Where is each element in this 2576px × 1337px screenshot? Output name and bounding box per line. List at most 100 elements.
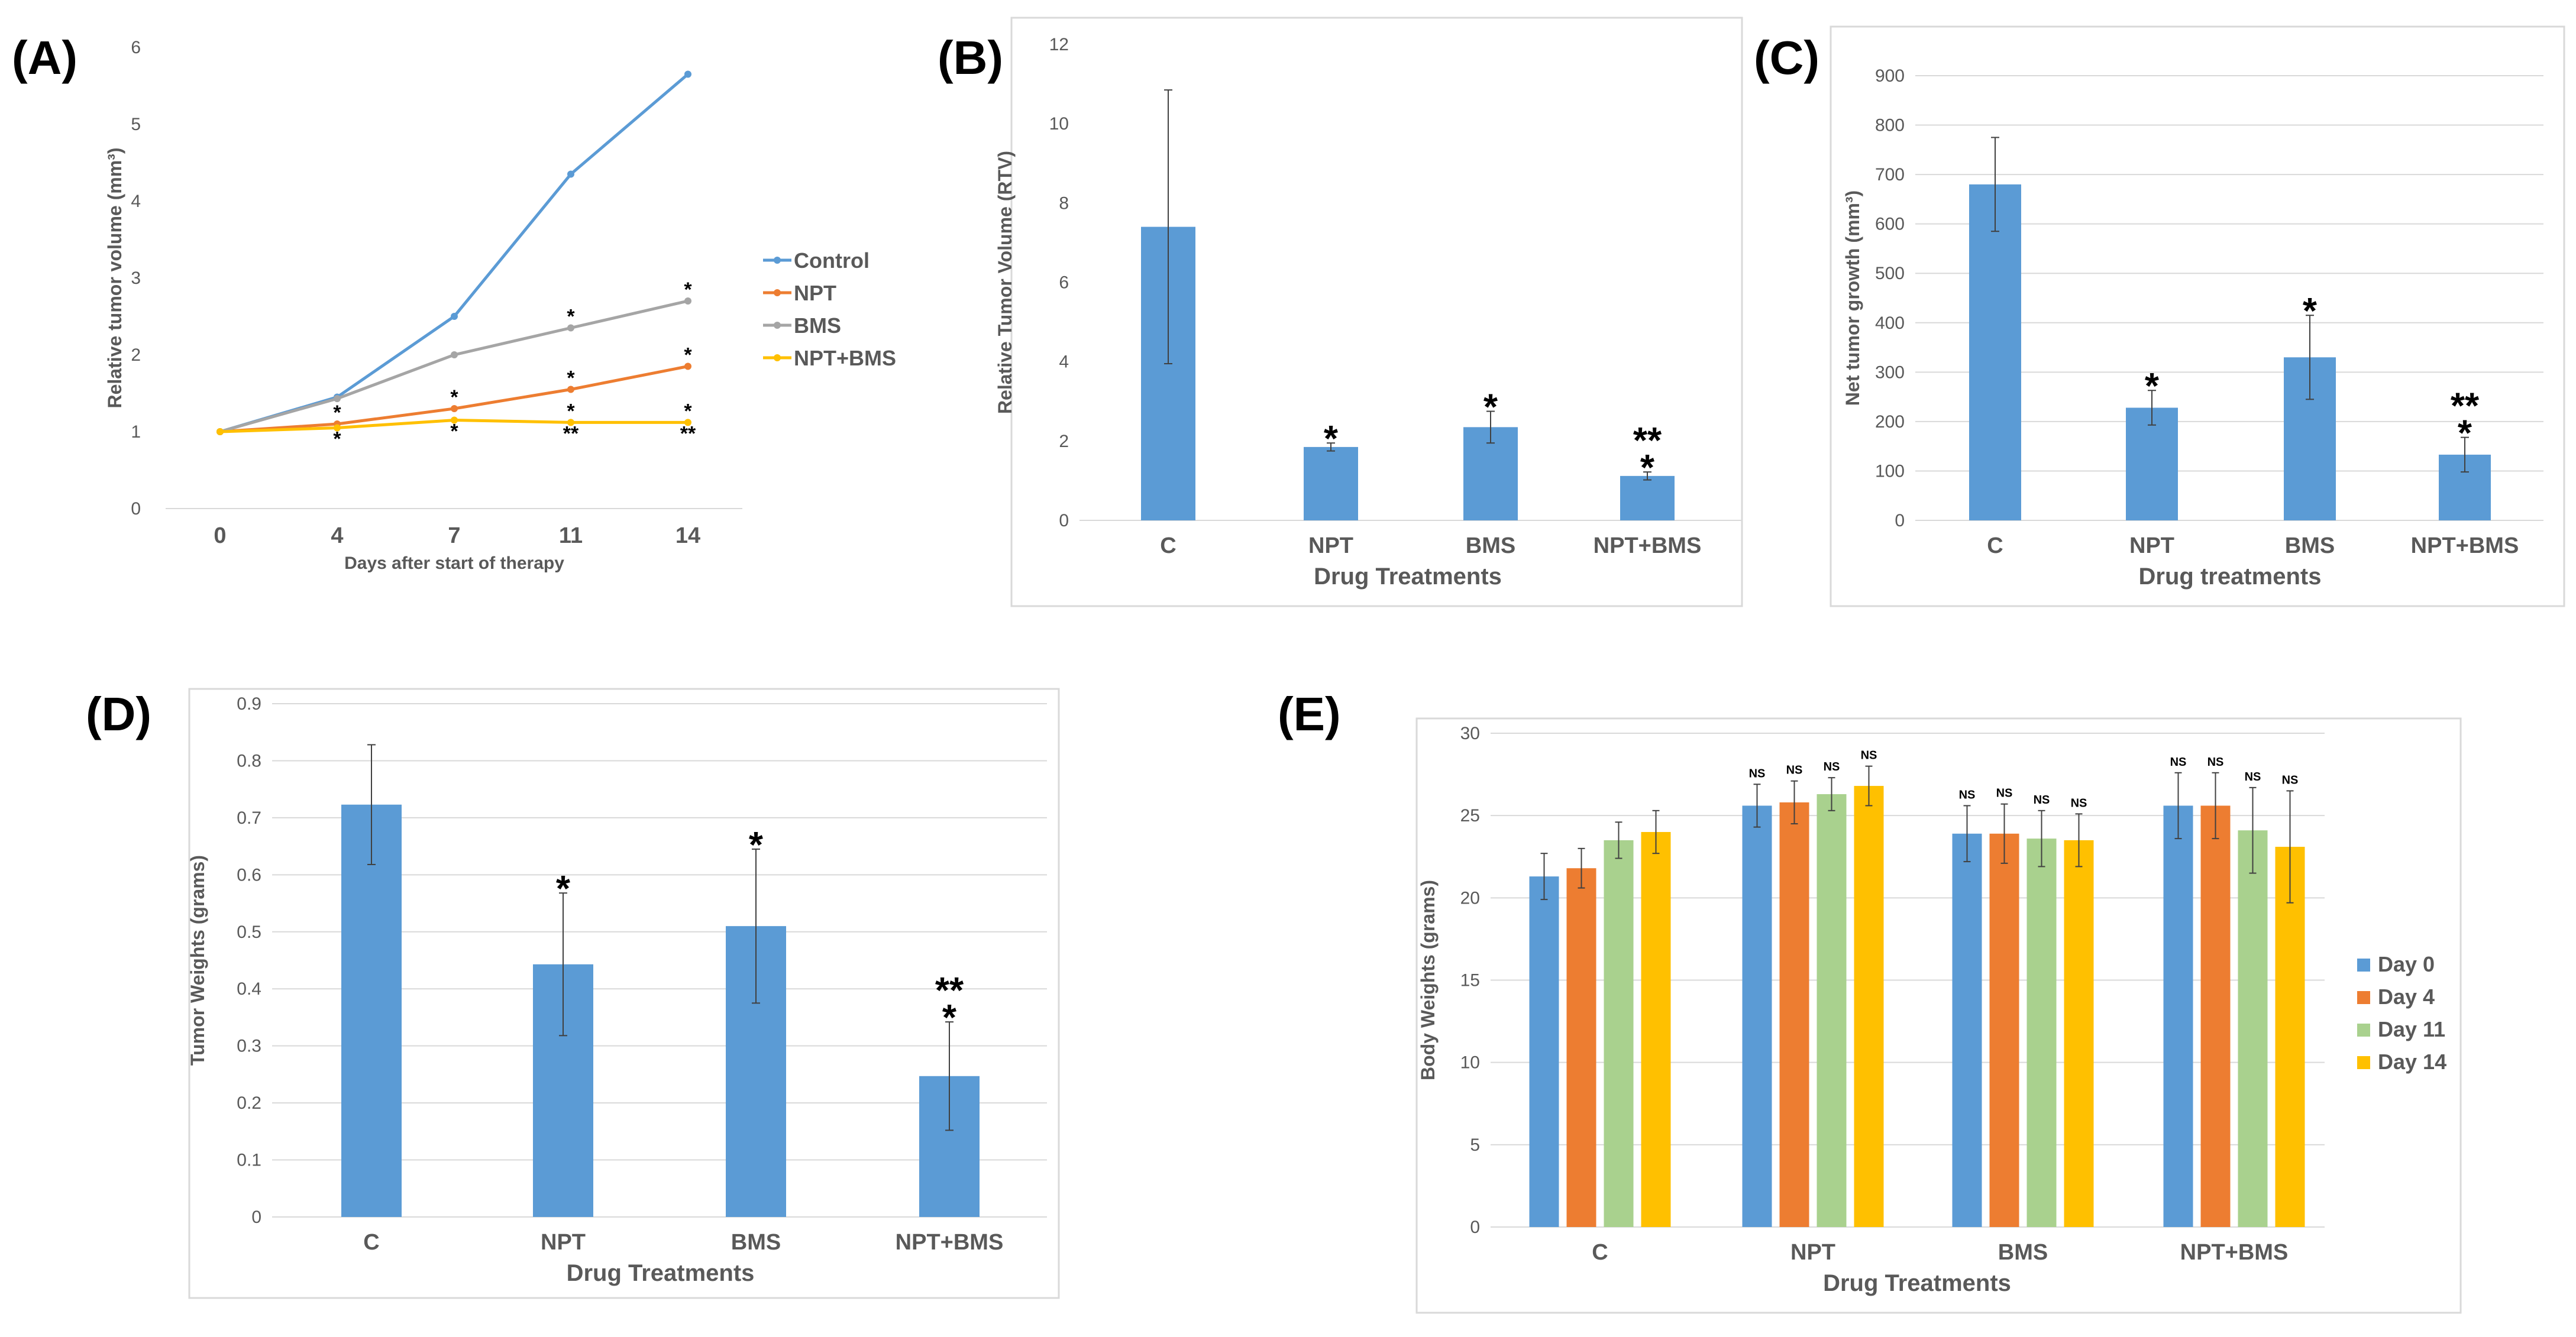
significance-marker: *	[450, 420, 458, 443]
significance-marker: *	[1324, 419, 1339, 459]
bar	[1817, 794, 1847, 1227]
ns-marker: NS	[1861, 749, 1877, 762]
y-tick-label: 700	[1875, 165, 1905, 184]
y-tick-label: 900	[1875, 66, 1905, 86]
x-tick-label: BMS	[2285, 533, 2335, 558]
y-tick-label: 300	[1875, 362, 1905, 382]
y-tick-label: 2	[1059, 432, 1069, 451]
y-tick-label: 20	[1460, 888, 1480, 908]
y-tick-label: 25	[1460, 806, 1480, 825]
bar	[1566, 868, 1596, 1227]
significance-marker: *	[1483, 387, 1498, 428]
y-tick-label: 8	[1059, 193, 1069, 213]
significance-marker: *	[684, 344, 692, 367]
legend-entry: Day 4	[2378, 985, 2435, 1009]
y-tick-label: 600	[1875, 215, 1905, 234]
y-tick-label: 0	[131, 499, 141, 519]
x-tick-label: 4	[331, 523, 343, 548]
significance-marker: *	[2458, 413, 2472, 454]
bar	[1641, 832, 1671, 1227]
data-point	[684, 419, 691, 426]
significance-marker: *	[2145, 366, 2160, 407]
bar	[1604, 840, 1634, 1227]
y-tick-label: 5	[1470, 1135, 1480, 1155]
y-tick-label: 0.3	[237, 1037, 261, 1056]
significance-marker: **	[1633, 420, 1662, 461]
legend-entry: Day 11	[2378, 1017, 2445, 1041]
x-tick-label: NPT+BMS	[2180, 1240, 2289, 1265]
y-tick-label: 100	[1875, 461, 1905, 481]
data-point	[567, 419, 574, 426]
bar	[2163, 805, 2193, 1227]
bar	[2064, 840, 2094, 1227]
bar	[1969, 184, 2021, 520]
data-point	[334, 395, 341, 403]
x-axis-title: Days after start of therapy	[344, 553, 564, 573]
significance-marker: **	[563, 422, 579, 445]
y-tick-label: 200	[1875, 412, 1905, 432]
panel-label: (A)	[12, 31, 77, 84]
ns-marker: NS	[1749, 767, 1766, 780]
x-tick-label: C	[1160, 533, 1176, 558]
x-tick-label: NPT+BMS	[896, 1230, 1004, 1255]
significance-marker: *	[450, 386, 458, 409]
legend-marker	[774, 322, 781, 329]
data-point	[684, 70, 691, 78]
y-tick-label: 10	[1460, 1053, 1480, 1073]
y-tick-label: 15	[1460, 971, 1480, 990]
data-point	[684, 297, 691, 305]
x-tick-label: NPT	[2129, 533, 2174, 558]
x-tick-label: NPT	[1790, 1240, 1835, 1265]
bar	[2126, 407, 2178, 520]
x-tick-label: 11	[559, 523, 583, 548]
panel-frame	[188, 688, 1060, 1299]
data-point	[451, 405, 458, 412]
significance-marker: **	[2451, 386, 2480, 427]
y-tick-label: 0.8	[237, 751, 261, 771]
significance-marker: *	[567, 306, 575, 328]
bar	[2200, 805, 2231, 1227]
data-point	[216, 428, 224, 435]
legend-entry: NPT+BMS	[794, 346, 896, 370]
x-tick-label: 0	[214, 523, 226, 548]
x-tick-label: 14	[675, 523, 700, 548]
legend-entry: Control	[794, 248, 870, 273]
x-axis-title: Drug Treatments	[1823, 1270, 2011, 1296]
legend-entry: Day 0	[2378, 952, 2435, 976]
y-tick-label: 0.9	[237, 694, 261, 714]
x-tick-label: 7	[448, 523, 460, 548]
legend-marker	[774, 257, 781, 264]
ns-marker: NS	[2245, 771, 2261, 784]
legend-swatch	[2357, 991, 2370, 1004]
ns-marker: NS	[2170, 756, 2187, 769]
bar	[341, 804, 402, 1217]
bar	[1529, 876, 1559, 1227]
ns-marker: NS	[2071, 797, 2087, 810]
data-point	[334, 424, 341, 432]
significance-marker: *	[333, 402, 341, 424]
x-tick-label: BMS	[731, 1230, 781, 1255]
significance-marker: **	[680, 422, 696, 445]
ns-marker: NS	[1786, 764, 1803, 777]
significance-marker: *	[556, 869, 571, 909]
panel-label: (B)	[938, 31, 1003, 84]
x-tick-label: NPT	[1308, 533, 1353, 558]
bar	[2026, 839, 2057, 1227]
y-tick-label: 0.5	[237, 922, 261, 942]
x-axis-title: Drug Treatments	[1314, 564, 1502, 590]
y-tick-label: 1	[131, 422, 141, 442]
significance-marker: *	[567, 367, 575, 390]
significance-marker: *	[567, 400, 575, 422]
x-tick-label: NPT	[541, 1230, 586, 1255]
x-axis-title: Drug treatments	[2139, 564, 2322, 590]
ns-marker: NS	[1996, 787, 2013, 800]
y-tick-label: 0	[1895, 511, 1905, 530]
y-tick-label: 0.7	[237, 808, 261, 828]
y-tick-label: 0.1	[237, 1151, 261, 1170]
y-axis-title: Tumor Weights (grams)	[187, 855, 208, 1066]
data-point	[567, 386, 574, 393]
ns-marker: NS	[1824, 760, 1840, 773]
y-tick-label: 3	[131, 268, 141, 288]
y-tick-label: 10	[1049, 114, 1069, 134]
bar	[1620, 475, 1675, 520]
